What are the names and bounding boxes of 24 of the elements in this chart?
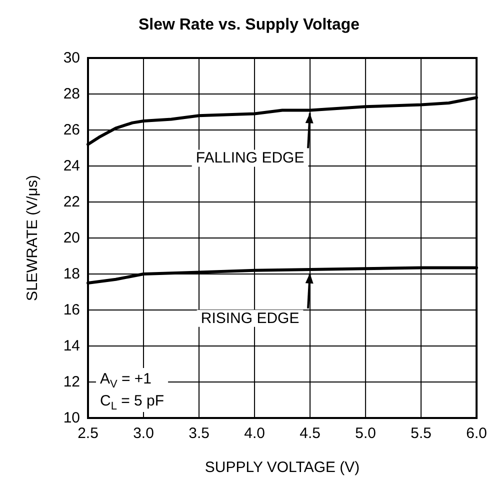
x-tick-label: 3.0 bbox=[133, 425, 154, 442]
x-tick-label: 3.5 bbox=[188, 425, 210, 442]
x-tick-label: 5.5 bbox=[410, 425, 432, 442]
y-tick-label: 16 bbox=[63, 302, 80, 318]
y-tick-label: 20 bbox=[63, 230, 80, 246]
y-tick-label: 26 bbox=[63, 122, 80, 138]
x-tick-label: 5.0 bbox=[355, 425, 376, 442]
y-tick-label: 12 bbox=[63, 374, 80, 390]
annotation: FALLING EDGE bbox=[196, 150, 304, 167]
x-tick-label: 2.5 bbox=[78, 425, 98, 442]
y-axis-title: SLEWRATE (V/μs) bbox=[24, 175, 41, 301]
x-tick-label: 4.0 bbox=[244, 425, 265, 442]
y-tick-label: 22 bbox=[63, 194, 80, 210]
y-tick-label: 10 bbox=[63, 410, 80, 426]
x-tick-label: 6.0 bbox=[466, 425, 488, 442]
y-tick-label: 14 bbox=[63, 338, 80, 354]
y-tick-label: 18 bbox=[63, 266, 80, 282]
y-tick-label: 30 bbox=[63, 50, 80, 66]
y-tick-label: 28 bbox=[63, 86, 80, 102]
x-axis-title: SUPPLY VOLTAGE (V) bbox=[204, 459, 360, 476]
chart-title: Slew Rate vs. Supply Voltage bbox=[138, 16, 360, 34]
y-tick-label: 24 bbox=[63, 158, 80, 174]
x-tick-label: 4.5 bbox=[300, 425, 320, 442]
annotation: RISING EDGE bbox=[200, 310, 300, 327]
